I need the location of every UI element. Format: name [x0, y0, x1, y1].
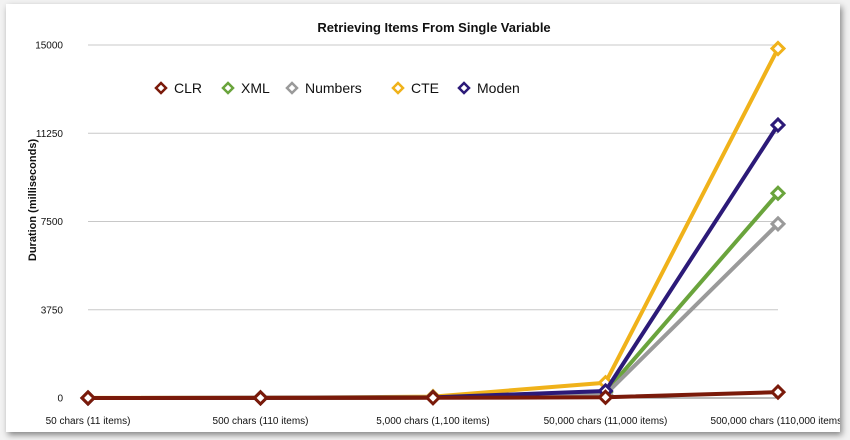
legend-marker [457, 81, 471, 95]
legend-label: Numbers [305, 80, 362, 96]
data-point-marker [769, 215, 787, 232]
x-tick-label: 5,000 chars (1,100 items) [376, 416, 489, 427]
series-lines [79, 40, 787, 407]
y-tick-label: 11250 [36, 129, 64, 140]
y-tick-labels: 0 3750 7500 11250 15000 [35, 41, 63, 405]
y-tick-label: 3750 [41, 305, 64, 316]
legend-item-numbers: Numbers [285, 80, 362, 96]
legend-label: CLR [174, 80, 202, 96]
legend-item-moden: Moden [457, 80, 520, 96]
x-tick-label: 50 chars (11 items) [46, 416, 131, 427]
legend-label: XML [241, 80, 270, 96]
series-xml [79, 185, 787, 407]
data-point-marker [769, 383, 787, 401]
chart-title: Retrieving Items From Single Variable [317, 20, 550, 35]
series-moden [79, 116, 787, 407]
data-point-marker [424, 389, 442, 406]
legend: CLR XML Numbers CTE Moden [154, 80, 520, 96]
series-cte [79, 40, 787, 407]
x-tick-label: 500,000 chars (110,000 items) [711, 416, 840, 427]
series-line [86, 191, 780, 400]
x-tick-label: 50,000 chars (11,000 items) [544, 416, 668, 427]
legend-marker [391, 81, 405, 95]
legend-label: CTE [411, 80, 439, 96]
series-line [86, 46, 780, 400]
data-point-marker [769, 116, 787, 134]
data-point-marker [769, 185, 787, 202]
series-clr [79, 383, 787, 407]
legend-item-clr: CLR [154, 80, 202, 96]
line-chart: Retrieving Items From Single Variable Du… [27, 20, 840, 427]
data-point-marker [769, 40, 787, 57]
legend-marker [154, 81, 168, 95]
x-tick-label: 500 chars (110 items) [213, 416, 309, 427]
gridlines [88, 44, 778, 399]
legend-marker [221, 81, 235, 95]
legend-item-xml: XML [221, 80, 270, 96]
y-tick-label: 0 [57, 394, 63, 405]
y-axis-label: Duration (milliseconds) [27, 139, 39, 262]
y-tick-label: 15000 [35, 41, 63, 52]
data-point-marker [79, 389, 97, 407]
legend-item-cte: CTE [391, 80, 439, 96]
x-tick-labels: 50 chars (11 items) 500 chars (110 items)… [46, 416, 840, 427]
chart-frame: Retrieving Items From Single Variable Du… [6, 4, 840, 432]
series-line [86, 123, 780, 400]
data-point-marker [597, 389, 614, 406]
y-tick-label: 7500 [41, 217, 64, 228]
data-point-marker [252, 389, 269, 407]
legend-marker [285, 81, 299, 95]
legend-label: Moden [477, 80, 520, 96]
series-numbers [79, 215, 787, 407]
